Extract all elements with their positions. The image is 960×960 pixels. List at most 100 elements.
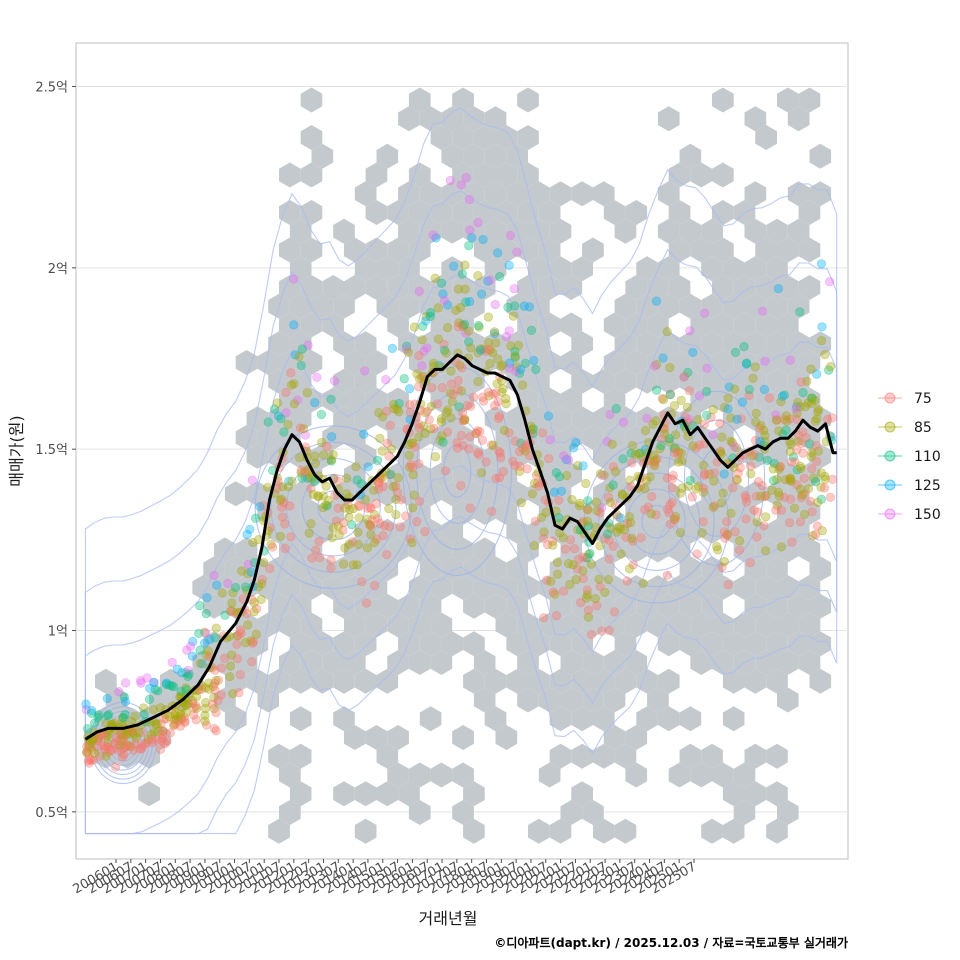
hexbin-cell [766,818,788,844]
density-contour [100,715,146,771]
scatter-point [412,517,422,527]
scatter-point [311,545,321,555]
scatter-point [508,311,519,321]
hexbin-cell [354,631,377,657]
hexbin-cell [214,575,236,600]
scatter-point [268,542,278,552]
hexbin-cell [809,443,832,469]
scatter-point [251,513,261,523]
scatter-point [81,699,91,709]
hexbin-cell [657,293,680,319]
hexbin-cell [733,387,756,413]
scatter-point [342,473,352,483]
hexbin-cell [246,443,269,469]
scatter-point [771,505,781,515]
scatter-point [719,556,730,567]
density-contour [627,488,686,555]
scatter-point [813,497,823,507]
scatter-point [296,468,306,478]
hexbin-cell [798,575,821,600]
scatter-point [669,514,680,525]
x-axis: 2006012006072007012007072008012008072009… [71,859,699,897]
scatter-point [797,438,807,448]
hexbin-cell [463,781,485,807]
scatter-point [627,458,637,468]
scatter-point [303,473,313,484]
scatter-point [772,474,782,484]
scatter-point [152,735,162,745]
scatter-point [662,570,672,580]
scatter-point [785,446,795,457]
hexbin-cell [798,650,821,675]
scatter-point [767,485,777,495]
scatter-point [234,688,244,698]
scatter-point [603,492,614,502]
scatter-point [609,607,620,617]
scatter-point [366,520,376,531]
scatter-point [460,284,470,294]
scatter-point [473,448,483,458]
scatter-point [487,506,497,516]
scatter-point [195,601,205,611]
scatter-point [668,470,678,481]
hexbin-cell [614,443,637,469]
scatter-point [382,549,392,560]
scatter-point [628,560,638,570]
scatter-point [595,507,605,518]
hexbin-cell [506,368,528,394]
hexbin-cell [289,368,312,394]
hexbin-cell [636,406,658,432]
scatter-point [257,579,267,589]
hexbin-cell [279,162,301,188]
hexbin-cell [419,218,442,244]
scatter-point [514,447,525,457]
scatter-point [344,539,354,549]
scatter-point [181,685,191,695]
scatter-point [676,395,686,405]
scatter-point [483,387,494,397]
scatter-point [275,495,285,506]
hexbin-cell [408,650,431,675]
scatter-point [640,426,651,436]
hexbin-cell [289,293,312,319]
scatter-point [562,470,572,481]
scatter-point [103,710,114,720]
scatter-point [281,408,291,418]
scatter-point [405,407,416,418]
hexbin-cell [495,575,518,600]
scatter-point [103,747,113,757]
hexbin-cell [560,687,583,713]
scatter-point [820,471,830,481]
scatter-point [235,669,245,680]
scatter-point [442,407,452,418]
hexbin-cell [289,443,312,469]
hexbin-cell [495,612,518,638]
density-contour [285,457,381,557]
scatter-point [466,401,476,411]
scatter-point [618,454,628,464]
scatter-point [289,320,299,330]
scatter-point [617,489,628,499]
scatter-point [437,383,448,393]
scatter-point [699,470,710,480]
hexbin-cell [560,462,583,488]
scatter-point [354,501,364,512]
scatter-point [600,533,611,544]
scatter-point [473,426,483,436]
hexbin-cell [398,331,420,357]
scatter-point [289,274,299,284]
scatter-point [602,529,613,539]
density-contour [667,390,766,566]
scatter-point [404,450,414,460]
scatter-point [458,416,468,426]
hexbin-cell [712,312,734,338]
scatter-point [318,491,328,501]
hexbin-cell [408,200,431,225]
hexbin-cell [398,781,420,807]
scatter-point [327,432,337,442]
hexbin-cell [192,575,215,600]
scatter-point [116,736,126,746]
scatter-point [209,723,219,734]
scatter-point [342,489,352,499]
density-contour [612,472,701,572]
